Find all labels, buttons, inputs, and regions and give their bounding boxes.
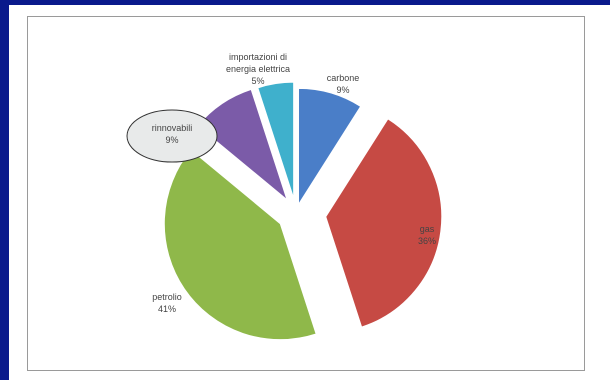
slice-label-petrolio: petrolio 41% [152,292,182,314]
pie-chart: carbone 9% gas 36% petrolio 41% rinnovabili 9% i… [126,52,443,341]
pie-slice-carbone [298,87,362,207]
slice-label-importazioni-di-energia-elettrica: importazioni di energia elettrica 5% [226,52,290,86]
slide-top-bar [9,0,610,5]
slice-label-carbone: carbone 9% [327,73,360,95]
slice-label-rinnovabili: rinnovabili 9% [152,123,193,145]
pie-slice-petrolio [163,149,317,341]
slice-label-gas: gas 36% [418,224,436,246]
highlight-ellipse [126,109,218,163]
slide: carbone 9% gas 36% petrolio 41% rinnovabili 9% i… [9,0,610,380]
pie-slice-importazioni-di-energia-elettrica [257,81,295,199]
pie-slice-gas [325,118,443,328]
